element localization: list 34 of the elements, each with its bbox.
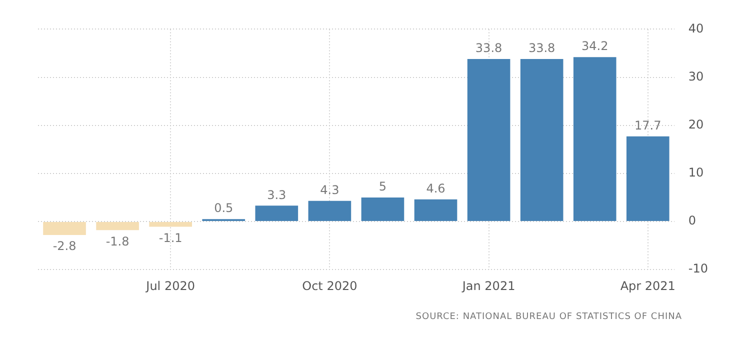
x-tick-label: Apr 2021 xyxy=(620,278,676,293)
data-label: 4.6 xyxy=(426,182,446,196)
data-label: 4.3 xyxy=(320,182,340,197)
data-label: -1.1 xyxy=(158,230,182,245)
bar xyxy=(361,197,404,222)
y-tick-label: -10 xyxy=(688,262,708,276)
x-tick-label: Oct 2020 xyxy=(302,278,358,293)
bar xyxy=(520,59,564,222)
y-tick-label: 20 xyxy=(688,117,704,132)
data-label: 3.3 xyxy=(267,188,286,202)
data-label: 34.2 xyxy=(581,39,608,54)
bar xyxy=(467,59,510,222)
data-label: -1.8 xyxy=(106,234,130,248)
bar xyxy=(626,136,670,222)
data-label: 17.7 xyxy=(634,118,662,133)
bar xyxy=(573,57,616,222)
bar xyxy=(414,199,458,222)
x-tick-label: Jan 2021 xyxy=(461,278,516,293)
data-label: 0.5 xyxy=(214,201,234,216)
source-note: SOURCE: NATIONAL BUREAU OF STATISTICS OF CHINA xyxy=(414,312,683,322)
data-label: -2.8 xyxy=(52,239,76,254)
bar xyxy=(96,222,139,230)
y-tick-label: 10 xyxy=(688,166,704,180)
data-label: 33.8 xyxy=(475,41,502,56)
data-label: 33.8 xyxy=(528,41,556,56)
bar xyxy=(149,222,192,227)
y-tick-label: 40 xyxy=(688,21,704,36)
y-tick-label: 0 xyxy=(688,214,696,228)
data-label: 5 xyxy=(378,180,387,194)
bar xyxy=(255,206,298,222)
bar xyxy=(43,222,86,235)
bar xyxy=(308,200,352,222)
x-tick-label: Jul 2020 xyxy=(145,278,196,293)
y-tick-label: 30 xyxy=(688,69,704,84)
